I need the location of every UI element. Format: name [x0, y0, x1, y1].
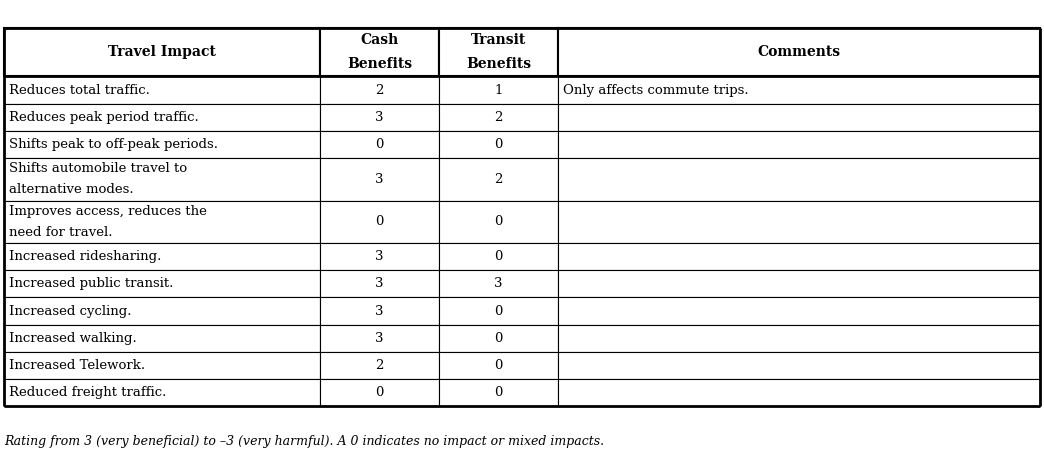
Text: 3: 3 [375, 250, 384, 263]
Bar [559, 352, 1040, 379]
Text: 0: 0 [495, 332, 503, 345]
Text: Increased public transit.: Increased public transit. [9, 278, 173, 290]
Text: 2: 2 [376, 359, 384, 372]
Bar [319, 270, 440, 297]
Text: Benefits: Benefits [347, 57, 412, 71]
Text: alternative modes.: alternative modes. [9, 183, 134, 196]
Bar [4, 297, 319, 325]
Text: Improves access, reduces the: Improves access, reduces the [9, 205, 207, 218]
Text: 2: 2 [495, 111, 503, 124]
Bar [319, 325, 440, 352]
Text: 3: 3 [375, 173, 384, 185]
Bar [440, 325, 559, 352]
Text: Comments: Comments [758, 45, 840, 59]
Text: 3: 3 [375, 305, 384, 317]
Bar [440, 243, 559, 270]
Text: 0: 0 [495, 215, 503, 229]
Text: 0: 0 [495, 250, 503, 263]
Bar [559, 104, 1040, 131]
Text: Increased Telework.: Increased Telework. [9, 359, 145, 372]
Bar [4, 201, 319, 243]
Bar [319, 104, 440, 131]
Text: Increased walking.: Increased walking. [9, 332, 137, 345]
Text: Reduces peak period traffic.: Reduces peak period traffic. [9, 111, 198, 124]
Text: 2: 2 [495, 173, 503, 185]
Text: 0: 0 [495, 138, 503, 151]
Text: 0: 0 [495, 386, 503, 399]
Bar [440, 352, 559, 379]
Bar [319, 28, 440, 76]
Text: 0: 0 [495, 305, 503, 317]
Text: Increased ridesharing.: Increased ridesharing. [9, 250, 162, 263]
Text: Transit: Transit [471, 33, 526, 47]
Text: 1: 1 [495, 83, 503, 97]
Text: 0: 0 [376, 386, 384, 399]
Text: Only affects commute trips.: Only affects commute trips. [564, 83, 749, 97]
Bar [4, 243, 319, 270]
Bar [440, 104, 559, 131]
Text: Travel Impact: Travel Impact [108, 45, 216, 59]
Bar [4, 325, 319, 352]
Text: need for travel.: need for travel. [9, 226, 113, 239]
Bar [4, 158, 319, 201]
Bar [559, 297, 1040, 325]
Bar [4, 270, 319, 297]
Bar [559, 28, 1040, 76]
Text: Rating from 3 (very beneficial) to –3 (very harmful). A 0 indicates no impact or: Rating from 3 (very beneficial) to –3 (v… [4, 435, 604, 448]
Bar [559, 76, 1040, 104]
Bar [440, 297, 559, 325]
Text: Increased cycling.: Increased cycling. [9, 305, 132, 317]
Text: Shifts automobile travel to: Shifts automobile travel to [9, 162, 187, 175]
Bar [440, 379, 559, 406]
Text: 3: 3 [375, 111, 384, 124]
Bar [440, 76, 559, 104]
Text: 3: 3 [375, 278, 384, 290]
Bar [319, 158, 440, 201]
Bar [4, 379, 319, 406]
Bar [559, 243, 1040, 270]
Bar [440, 158, 559, 201]
Bar [559, 379, 1040, 406]
Bar [559, 131, 1040, 158]
Text: 3: 3 [375, 332, 384, 345]
Bar [440, 28, 559, 76]
Bar [440, 131, 559, 158]
Bar [319, 76, 440, 104]
Text: 2: 2 [376, 83, 384, 97]
Bar [319, 352, 440, 379]
Text: 3: 3 [495, 278, 503, 290]
Bar [559, 270, 1040, 297]
Bar [4, 104, 319, 131]
Bar [319, 297, 440, 325]
Bar [559, 158, 1040, 201]
Text: 0: 0 [376, 138, 384, 151]
Text: 0: 0 [376, 215, 384, 229]
Bar [440, 270, 559, 297]
Text: Cash: Cash [360, 33, 399, 47]
Text: Benefits: Benefits [466, 57, 531, 71]
Bar [319, 201, 440, 243]
Bar [4, 352, 319, 379]
Bar [559, 325, 1040, 352]
Text: Shifts peak to off-peak periods.: Shifts peak to off-peak periods. [9, 138, 218, 151]
Bar [319, 243, 440, 270]
Bar [4, 28, 319, 76]
Text: 0: 0 [495, 359, 503, 372]
Bar [319, 131, 440, 158]
Text: Reduces total traffic.: Reduces total traffic. [9, 83, 150, 97]
Bar [319, 379, 440, 406]
Bar [4, 131, 319, 158]
Bar [4, 76, 319, 104]
Bar [559, 201, 1040, 243]
Text: Reduced freight traffic.: Reduced freight traffic. [9, 386, 166, 399]
Bar [440, 201, 559, 243]
